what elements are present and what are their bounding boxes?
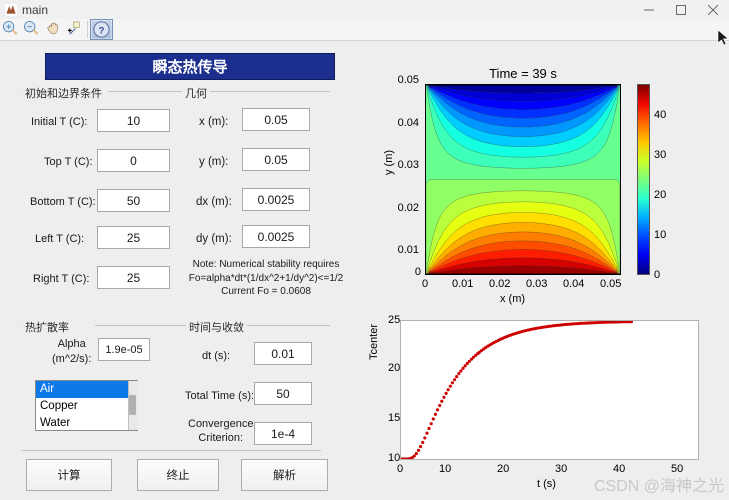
svg-text:?: ?	[99, 25, 105, 36]
